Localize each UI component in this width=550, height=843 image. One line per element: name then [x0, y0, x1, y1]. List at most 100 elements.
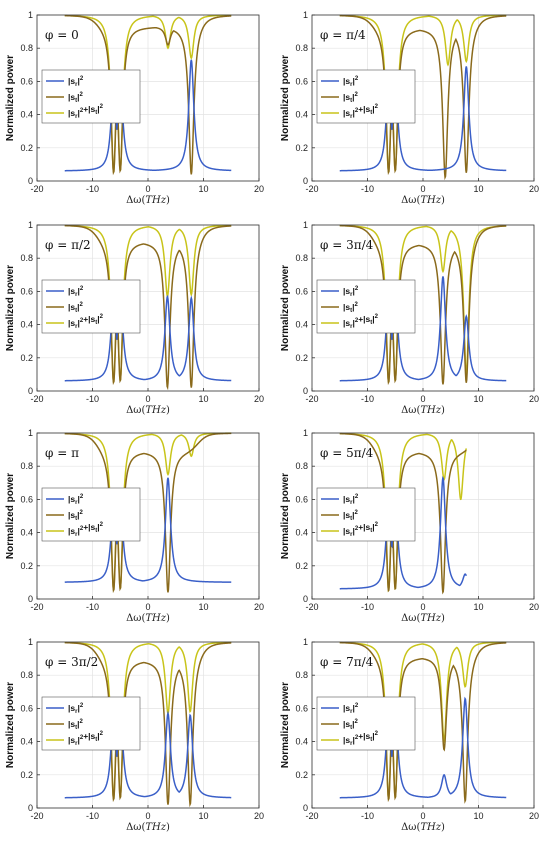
y-tick-label: 0.6: [20, 286, 33, 296]
x-tick-label: 10: [473, 602, 483, 612]
phase-label: φ = 3π/4: [320, 238, 374, 252]
x-axis-label: Δω(THz): [126, 195, 170, 206]
legend-entry: |st|2: [343, 92, 359, 104]
y-tick-label: 0.2: [20, 143, 33, 153]
x-axis-label: Δω(THz): [126, 822, 170, 833]
y-tick-label: 0.2: [295, 353, 308, 363]
y-axis-label: Normalized power: [280, 473, 291, 559]
legend-entry: |sr|2+|st|2: [68, 104, 104, 120]
legend-entry: |sr|2+|st|2: [343, 314, 379, 330]
y-tick-label: 0.6: [295, 494, 308, 504]
y-tick-label: 1: [28, 637, 33, 647]
legend-entry: |sr|2: [68, 703, 84, 715]
x-tick-label: -20: [30, 602, 43, 612]
legend-entry: |st|2: [68, 92, 84, 104]
x-tick-label: -10: [86, 184, 99, 194]
x-tick-label: 10: [198, 602, 208, 612]
legend-entry: |sr|2+|st|2: [343, 104, 379, 120]
y-tick-label: 0.8: [20, 670, 33, 680]
x-tick-label: -10: [361, 811, 374, 821]
y-tick-label: 1: [28, 220, 33, 230]
y-tick-label: 0.2: [20, 353, 33, 363]
y-tick-label: 0.6: [20, 76, 33, 86]
series-line: [339, 14, 507, 173]
y-tick-label: 1: [303, 428, 308, 438]
y-tick-label: 0: [303, 803, 308, 813]
x-tick-label: 10: [473, 394, 483, 404]
series-line: [339, 641, 507, 804]
legend-entry: |st|2: [68, 510, 84, 522]
y-axis-label: Normalized power: [5, 473, 16, 559]
phase-label: φ = 0: [45, 28, 79, 42]
y-tick-label: 0.4: [20, 528, 33, 538]
phase-label: φ = 7π/4: [320, 655, 374, 669]
panel-1: -20 -10 0 10 20 0 0.2 0.4 0.6 0.8 1 Normalized powe…: [5, 10, 264, 206]
x-tick-label: 0: [420, 602, 425, 612]
y-tick-label: 0.6: [295, 286, 308, 296]
y-tick-label: 0.6: [20, 703, 33, 713]
series-line: [339, 276, 507, 382]
x-tick-label: 0: [145, 184, 150, 194]
y-tick-label: 0: [28, 176, 33, 186]
y-tick-label: 0: [28, 594, 33, 604]
x-tick-label: 0: [420, 184, 425, 194]
panel-7: -20 -10 0 10 20 0 0.2 0.4 0.6 0.8 1 Normalized powe…: [5, 637, 264, 833]
x-tick-label: 10: [473, 184, 483, 194]
x-tick-label: 10: [198, 394, 208, 404]
x-tick-label: 10: [198, 184, 208, 194]
y-tick-label: 0.4: [295, 110, 308, 120]
x-tick-label: -20: [305, 184, 318, 194]
y-tick-label: 0: [303, 594, 308, 604]
x-tick-label: -10: [86, 602, 99, 612]
panel-8: -20 -10 0 10 20 0 0.2 0.4 0.6 0.8 1 Normalized powe…: [280, 637, 539, 833]
y-tick-label: 0: [28, 803, 33, 813]
legend-entry: |sr|2: [68, 76, 84, 88]
legend-entry: |sr|2: [343, 286, 359, 298]
x-tick-label: -10: [361, 184, 374, 194]
y-tick-label: 0.4: [20, 110, 33, 120]
y-tick-label: 1: [303, 220, 308, 230]
x-tick-label: 10: [473, 811, 483, 821]
y-tick-label: 0.8: [295, 461, 308, 471]
y-tick-label: 1: [28, 10, 33, 20]
x-tick-label: 0: [145, 602, 150, 612]
panel-6: -20 -10 0 10 20 0 0.2 0.4 0.6 0.8 1 Normalized powe…: [280, 428, 539, 624]
y-tick-label: 0.2: [295, 143, 308, 153]
x-tick-label: 20: [254, 602, 264, 612]
y-tick-label: 0.6: [295, 76, 308, 86]
x-axis-label: Δω(THz): [401, 405, 445, 416]
y-tick-label: 1: [303, 10, 308, 20]
x-axis-label: Δω(THz): [401, 195, 445, 206]
phase-label: φ = π/4: [320, 28, 366, 42]
series-line: [339, 14, 507, 181]
y-axis-label: Normalized power: [280, 682, 291, 768]
y-axis-label: Normalized power: [280, 55, 291, 141]
series-line: [64, 703, 232, 799]
x-tick-label: -10: [361, 602, 374, 612]
legend-entry: |st|2: [68, 719, 84, 731]
phase-label: φ = 5π/4: [320, 446, 374, 460]
series-line: [339, 696, 507, 799]
x-tick-label: 10: [198, 811, 208, 821]
x-axis-label: Δω(THz): [126, 405, 170, 416]
y-tick-label: 0.4: [295, 737, 308, 747]
series-line: [64, 224, 232, 391]
series-line: [339, 432, 467, 595]
y-axis-label: Normalized power: [5, 682, 16, 768]
legend-entry: |sr|2: [343, 494, 359, 506]
legend-entry: |st|2: [343, 510, 359, 522]
legend-entry: |sr|2: [68, 286, 84, 298]
x-tick-label: -10: [86, 394, 99, 404]
y-tick-label: 0.8: [20, 43, 33, 53]
series-line: [64, 14, 232, 173]
x-tick-label: -20: [30, 184, 43, 194]
series-line: [339, 432, 468, 593]
x-tick-label: -20: [305, 602, 318, 612]
y-tick-label: 0.2: [20, 561, 33, 571]
x-tick-label: 0: [420, 394, 425, 404]
x-tick-label: -20: [30, 394, 43, 404]
y-tick-label: 0.4: [20, 320, 33, 330]
x-tick-label: 20: [529, 394, 539, 404]
legend-entry: |sr|2: [68, 494, 84, 506]
